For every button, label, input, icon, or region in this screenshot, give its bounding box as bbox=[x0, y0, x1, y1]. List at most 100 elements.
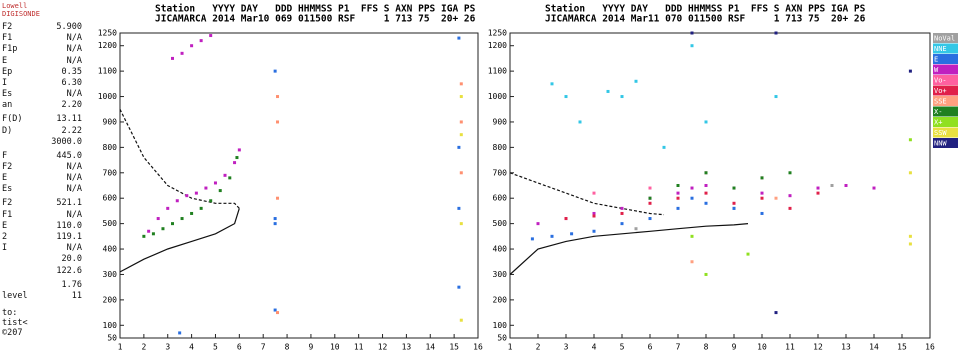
legend-label: Vo+ bbox=[934, 87, 947, 95]
x-tick-label: 5 bbox=[213, 343, 218, 352]
echo-point bbox=[677, 197, 680, 200]
echo-point bbox=[705, 192, 708, 195]
y-tick-label: 900 bbox=[103, 117, 118, 126]
echo-point bbox=[276, 95, 279, 98]
y-tick-label: 100 bbox=[493, 321, 508, 330]
model-curve bbox=[120, 109, 239, 208]
x-tick-label: 12 bbox=[378, 343, 388, 352]
echo-point bbox=[677, 184, 680, 187]
x-tick-label: 15 bbox=[897, 343, 907, 352]
x-tick-label: 7 bbox=[261, 343, 266, 352]
y-tick-label: 900 bbox=[493, 117, 508, 126]
echo-point bbox=[831, 184, 834, 187]
legend-label: Vo- bbox=[934, 77, 947, 85]
echo-point bbox=[593, 192, 596, 195]
echo-point bbox=[909, 171, 912, 174]
y-tick-label: 1000 bbox=[98, 92, 117, 101]
echo-point bbox=[733, 207, 736, 210]
header-value: 20+ bbox=[441, 14, 458, 25]
x-tick-label: 13 bbox=[841, 343, 851, 352]
echo-point bbox=[635, 227, 638, 230]
echo-point bbox=[274, 217, 277, 220]
echo-point bbox=[909, 242, 912, 245]
header-value: 75 bbox=[808, 14, 820, 25]
echo-point bbox=[677, 192, 680, 195]
echo-point bbox=[677, 207, 680, 210]
x-tick-label: 14 bbox=[425, 343, 435, 352]
y-tick-label: 1250 bbox=[98, 29, 117, 38]
echo-point bbox=[166, 207, 169, 210]
y-tick-label: 200 bbox=[493, 295, 508, 304]
y-tick-label: 800 bbox=[103, 143, 118, 152]
echo-point bbox=[171, 57, 174, 60]
legend-label: NNW bbox=[934, 140, 947, 148]
header-value: 713 bbox=[395, 14, 412, 25]
echo-point bbox=[621, 207, 624, 210]
header-value: 2014 bbox=[602, 14, 625, 25]
echo-point bbox=[570, 232, 573, 235]
echo-point bbox=[691, 187, 694, 190]
y-tick-label: 700 bbox=[103, 168, 118, 177]
echo-point bbox=[775, 197, 778, 200]
echo-point bbox=[789, 207, 792, 210]
echo-point bbox=[705, 184, 708, 187]
header-value: 2014 bbox=[212, 14, 235, 25]
echo-point bbox=[274, 70, 277, 73]
header-value: 1 bbox=[384, 14, 390, 25]
x-tick-label: 13 bbox=[402, 343, 412, 352]
echo-point bbox=[817, 192, 820, 195]
y-tick-label: 100 bbox=[103, 321, 118, 330]
x-tick-label: 3 bbox=[564, 343, 569, 352]
echo-point bbox=[593, 215, 596, 218]
echo-point bbox=[551, 82, 554, 85]
echo-point bbox=[152, 232, 155, 235]
echo-point bbox=[873, 187, 876, 190]
echo-point bbox=[224, 174, 227, 177]
header-value: 713 bbox=[785, 14, 802, 25]
echo-point bbox=[565, 217, 568, 220]
echo-point bbox=[551, 235, 554, 238]
x-tick-label: 11 bbox=[785, 343, 795, 352]
model-curve bbox=[120, 208, 239, 272]
echo-point bbox=[460, 133, 463, 136]
echo-point bbox=[649, 202, 652, 205]
header-value: 26 bbox=[854, 14, 866, 25]
header-value: RSF bbox=[728, 14, 745, 25]
x-tick-label: 11 bbox=[354, 343, 364, 352]
echo-point bbox=[276, 197, 279, 200]
y-tick-label: 600 bbox=[103, 194, 118, 203]
echo-point bbox=[460, 120, 463, 123]
echo-point bbox=[733, 187, 736, 190]
header-name: FFS bbox=[751, 4, 768, 15]
header-value: 26 bbox=[464, 14, 476, 25]
x-tick-label: 10 bbox=[757, 343, 767, 352]
y-tick-label: 300 bbox=[103, 270, 118, 279]
echo-point bbox=[649, 197, 652, 200]
y-tick-label: 400 bbox=[103, 245, 118, 254]
header-value: 75 bbox=[418, 14, 430, 25]
echo-point bbox=[649, 187, 652, 190]
echo-point bbox=[195, 192, 198, 195]
x-tick-label: 4 bbox=[592, 343, 597, 352]
header-name: FFS bbox=[361, 4, 378, 15]
echo-point bbox=[200, 207, 203, 210]
header-value: JICAMARCA bbox=[545, 14, 597, 25]
echo-point bbox=[531, 237, 534, 240]
y-tick-label: 500 bbox=[493, 219, 508, 228]
header-value: 011500 bbox=[688, 14, 723, 25]
echo-point bbox=[214, 181, 217, 184]
echo-point bbox=[274, 222, 277, 225]
legend-label: X- bbox=[934, 108, 942, 116]
echo-point bbox=[705, 120, 708, 123]
x-tick-label: 6 bbox=[237, 343, 242, 352]
echo-point bbox=[181, 217, 184, 220]
echo-point bbox=[621, 222, 624, 225]
y-tick-label: 1200 bbox=[488, 41, 507, 50]
echo-point bbox=[460, 222, 463, 225]
echo-point bbox=[190, 44, 193, 47]
echo-point bbox=[789, 171, 792, 174]
header-value: 011500 bbox=[298, 14, 333, 25]
model-curve bbox=[510, 224, 748, 275]
echo-point bbox=[579, 120, 582, 123]
x-tick-label: 5 bbox=[620, 343, 625, 352]
